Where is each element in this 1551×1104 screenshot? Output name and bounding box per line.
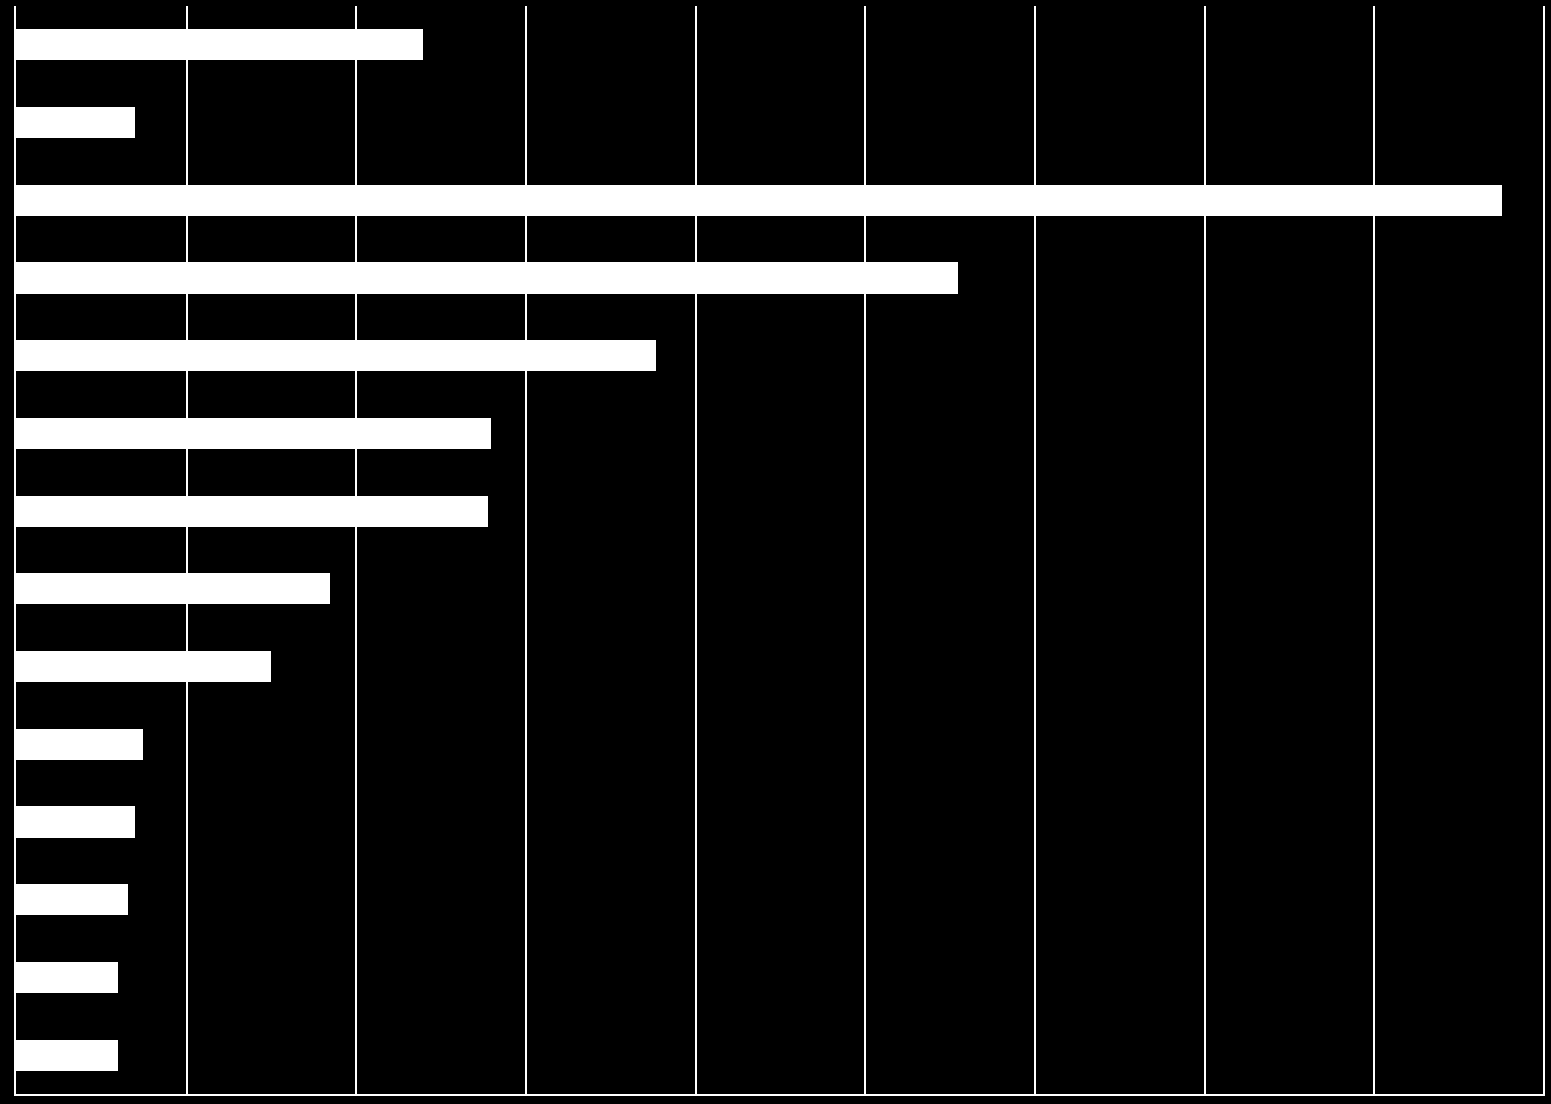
bar xyxy=(16,729,143,760)
bar xyxy=(16,651,271,682)
bar xyxy=(16,418,491,449)
bar xyxy=(16,806,135,837)
gridline xyxy=(695,6,697,1094)
bar xyxy=(16,573,330,604)
plot-area xyxy=(14,6,1545,1096)
bar xyxy=(16,185,1502,216)
bar xyxy=(16,1040,118,1071)
bar xyxy=(16,884,128,915)
gridline xyxy=(525,6,527,1094)
gridline xyxy=(1373,6,1375,1094)
gridline xyxy=(355,6,357,1094)
bar xyxy=(16,340,656,371)
bar xyxy=(16,29,423,60)
bar xyxy=(16,107,135,138)
bar xyxy=(16,262,958,293)
gridline xyxy=(1204,6,1206,1094)
gridline xyxy=(864,6,866,1094)
gridline xyxy=(186,6,188,1094)
bar xyxy=(16,962,118,993)
gridline xyxy=(1034,6,1036,1094)
bar xyxy=(16,496,488,527)
bar-chart xyxy=(0,0,1551,1104)
